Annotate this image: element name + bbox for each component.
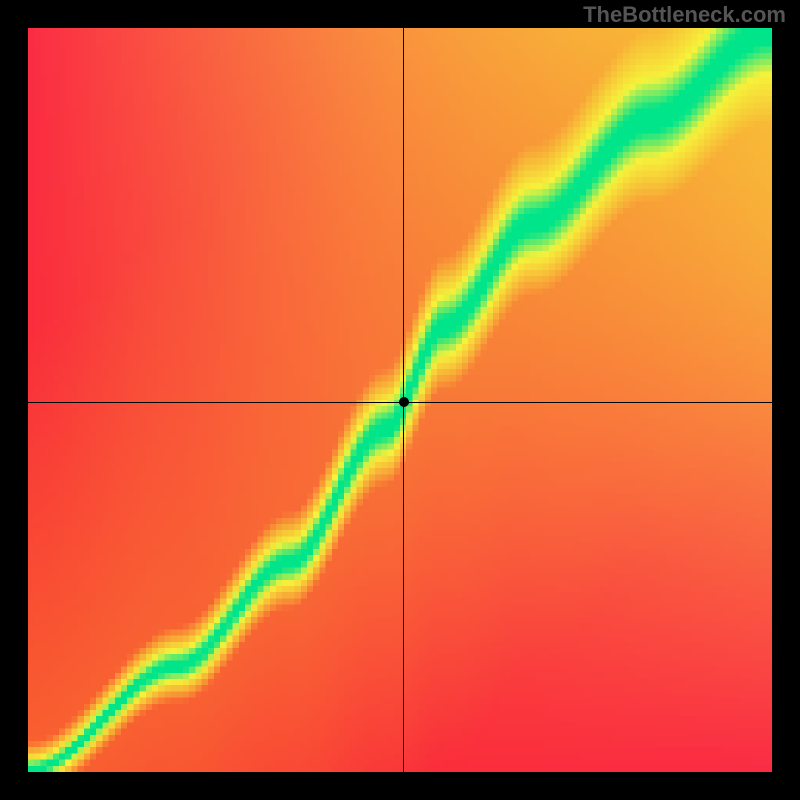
marker-point xyxy=(399,397,409,407)
heatmap-plot xyxy=(28,28,772,772)
watermark-text: TheBottleneck.com xyxy=(583,2,786,28)
